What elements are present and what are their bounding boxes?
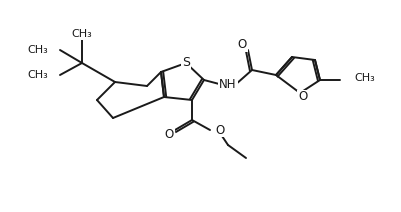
Text: O: O (164, 128, 173, 141)
Text: O: O (215, 124, 224, 137)
Text: S: S (182, 57, 190, 70)
Text: CH₃: CH₃ (353, 73, 374, 83)
Text: CH₃: CH₃ (71, 29, 92, 39)
Text: CH₃: CH₃ (27, 45, 48, 55)
Text: NH: NH (219, 78, 236, 92)
Text: O: O (237, 39, 246, 52)
Text: CH₃: CH₃ (27, 70, 48, 80)
Text: O: O (298, 91, 307, 103)
